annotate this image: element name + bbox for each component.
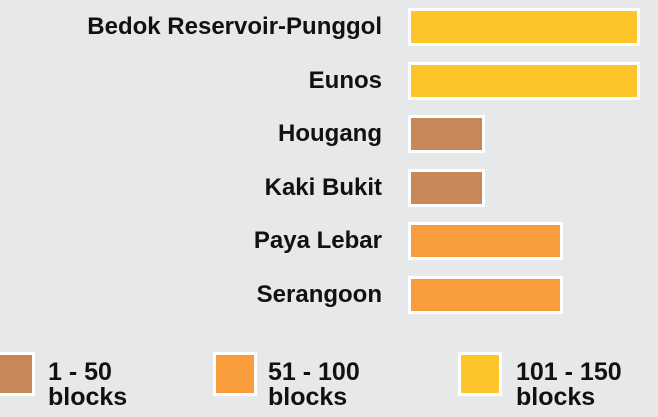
legend-swatch xyxy=(458,352,502,396)
category-label: Hougang xyxy=(278,120,382,147)
category-label: Eunos xyxy=(308,66,382,94)
legend-swatch xyxy=(213,352,257,396)
bar xyxy=(408,61,640,100)
bar xyxy=(408,168,486,207)
bar xyxy=(408,8,640,46)
legend-label: 51 - 100 blocks xyxy=(268,358,360,411)
bar xyxy=(408,115,486,153)
bar xyxy=(408,222,563,260)
category-label: Kaki Bukit xyxy=(264,173,382,201)
legend-swatch xyxy=(0,352,35,396)
category-label: Bedok Reservoir-Punggol xyxy=(87,13,382,40)
legend-label: 1 - 50 blocks xyxy=(48,358,128,411)
category-label: Serangoon xyxy=(256,280,382,308)
category-label: Paya Lebar xyxy=(253,227,382,254)
legend-label: 101 - 150 blocks xyxy=(516,358,622,411)
bar xyxy=(408,275,563,314)
